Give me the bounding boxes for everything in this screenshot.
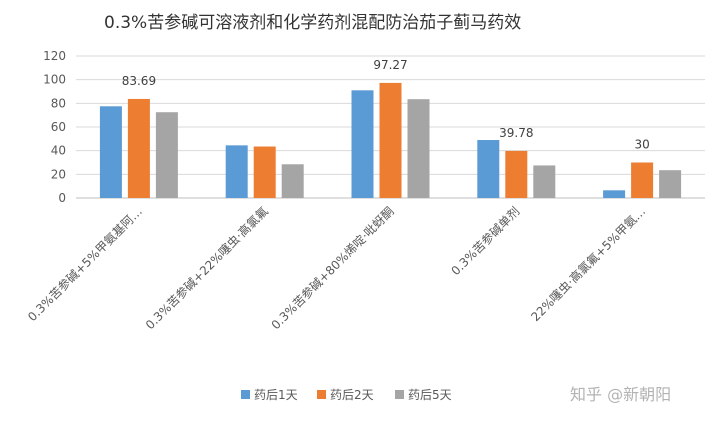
bar-3-1	[155, 112, 178, 198]
data-label: 83.69	[122, 74, 156, 88]
y-tick-label: 40	[51, 144, 66, 158]
legend: 药后1天 药后2天 药后5天	[241, 388, 452, 402]
category-labels: 0.3%苦参碱+5%甲氨基阿…0.3%苦参碱+22%噻虫·高氯氟0.3%苦参碱+…	[24, 204, 648, 333]
y-tick-label: 60	[51, 120, 66, 134]
y-tick-label: 80	[51, 96, 66, 110]
data-label: 97.27	[373, 58, 407, 72]
category-label: 0.3%苦参碱+22%噻虫·高氯氟	[142, 204, 271, 333]
category-label: 0.3%苦参碱单剂	[448, 204, 523, 279]
bar-1-4	[477, 140, 500, 198]
y-tick-label: 20	[51, 167, 66, 181]
data-label: 39.78	[499, 126, 533, 140]
category-label: 22%噻虫·高氯氟+5%甲氨…	[528, 204, 649, 325]
bar-1-2	[225, 145, 248, 198]
y-tick-label: 100	[43, 73, 66, 87]
bar-3-4	[533, 165, 556, 198]
category-label: 0.3%苦参碱+80%烯啶·吡蚜酮	[268, 204, 397, 333]
bar-1-3	[351, 90, 374, 198]
bar-2-1	[127, 98, 150, 198]
bar-3-3	[407, 99, 430, 198]
y-tick-label: 120	[43, 49, 66, 63]
bars	[99, 82, 682, 198]
category-label: 0.3%苦参碱+5%甲氨基阿…	[24, 204, 145, 325]
bar-2-4	[505, 150, 528, 198]
data-labels: 83.69 97.27 39.78 30	[122, 58, 650, 152]
bar-2-2	[253, 146, 276, 198]
chart-title: 0.3%苦参碱可溶液剂和化学药剂混配防治茄子蓟马药效	[104, 13, 521, 33]
legend-swatch	[317, 390, 326, 399]
legend-label: 药后1天	[254, 388, 298, 402]
bar-2-5	[631, 162, 654, 198]
bar-3-5	[659, 170, 682, 198]
y-tick-label: 0	[58, 191, 66, 205]
watermark: 知乎 @新朝阳	[570, 385, 671, 404]
bar-1-5	[603, 190, 626, 198]
legend-label: 药后5天	[408, 388, 452, 402]
bar-1-1	[99, 106, 122, 198]
legend-label: 药后2天	[330, 388, 374, 402]
bar-3-2	[281, 164, 304, 198]
legend-swatch	[241, 390, 250, 399]
legend-swatch	[395, 390, 404, 399]
bar-2-3	[379, 82, 402, 198]
data-label: 30	[634, 138, 649, 152]
y-axis-ticks: 0 20 40 60 80 100 120	[43, 49, 66, 205]
